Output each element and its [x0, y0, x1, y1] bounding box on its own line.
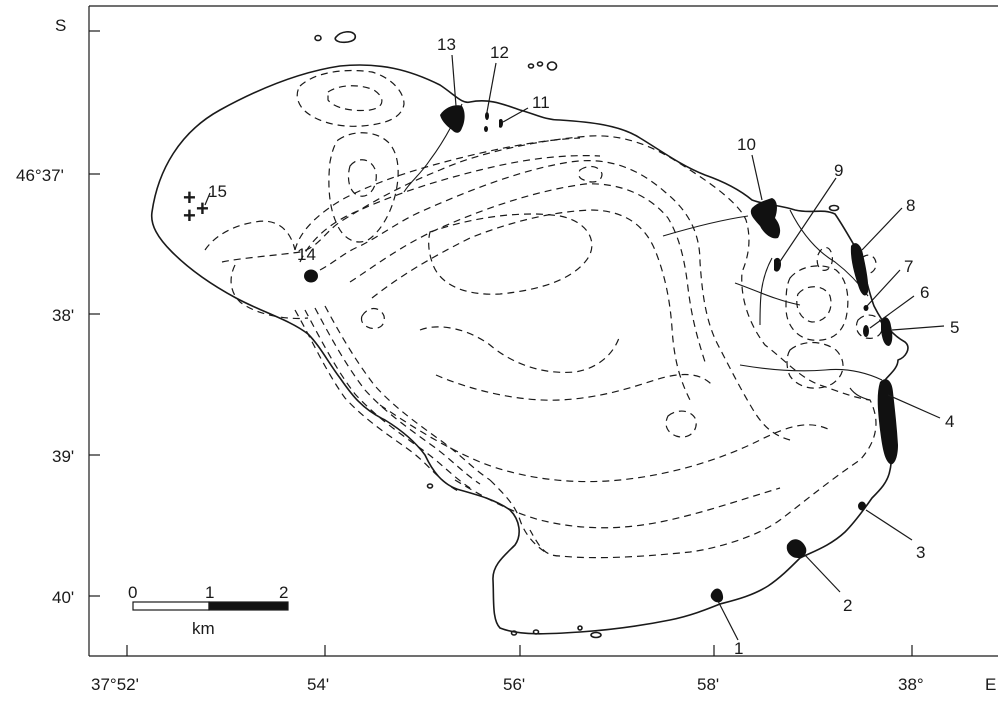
streams — [403, 103, 883, 401]
site-label-14: 14 — [297, 245, 316, 264]
site-label-4: 4 — [945, 412, 954, 431]
site-label-3: 3 — [916, 543, 925, 562]
island-coastline — [150, 64, 909, 635]
x-label-38deg: 38° — [898, 675, 924, 694]
site-14-shape — [304, 269, 318, 283]
site-15-cross-3: + — [183, 203, 196, 228]
scale-tick-2: 2 — [279, 583, 288, 602]
y-label-37: 46°37' — [16, 166, 64, 185]
site-label-15: 15 — [208, 182, 227, 201]
x-axis-ticks — [126, 645, 913, 656]
site-8-shape — [850, 243, 869, 296]
site-shapes — [304, 105, 898, 603]
site-9-shape — [774, 257, 781, 272]
site-label-10: 10 — [737, 135, 756, 154]
y-axis-ticks — [89, 30, 100, 597]
y-label-40: 40' — [52, 588, 74, 607]
x-label-e: E — [985, 675, 996, 694]
site-label-5: 5 — [950, 318, 959, 337]
site-15-markers: + + + — [183, 185, 209, 228]
site-6-shape — [863, 325, 869, 337]
y-label-38: 38' — [52, 306, 74, 325]
site-7-shape — [863, 305, 869, 311]
site-label-13: 13 — [437, 35, 456, 54]
site-12-shape-b — [484, 126, 488, 132]
scale-tick-1: 1 — [205, 583, 214, 602]
site-label-1: 1 — [734, 639, 743, 658]
site-label-8: 8 — [906, 196, 915, 215]
site-11-shape — [499, 119, 503, 128]
site-label-12: 12 — [490, 43, 509, 62]
x-label-58: 58' — [697, 675, 719, 694]
y-label-39: 39' — [52, 447, 74, 466]
site-label-6: 6 — [920, 283, 929, 302]
site-12-shape-a — [485, 112, 489, 120]
site-1-shape — [710, 588, 724, 603]
site-labels: 1 2 3 4 5 6 7 8 9 10 11 12 13 14 15 — [208, 35, 959, 658]
site-4-shape — [877, 379, 898, 465]
x-label-54: 54' — [307, 675, 329, 694]
site-label-9: 9 — [834, 161, 843, 180]
y-label-s: S — [55, 16, 66, 35]
site-label-7: 7 — [904, 257, 913, 276]
map-frame — [88, 5, 998, 657]
site-10-shape — [750, 198, 781, 239]
site-13-shape — [440, 105, 465, 133]
site-label-2: 2 — [843, 596, 852, 615]
islets — [314, 31, 840, 639]
site-15-cross-1: + — [183, 185, 196, 210]
contours — [204, 69, 883, 559]
site-5-shape — [881, 317, 893, 346]
site-2-shape — [786, 539, 807, 558]
x-label-52: 37°52' — [91, 675, 139, 694]
site-label-11: 11 — [532, 93, 550, 112]
scale-tick-0: 0 — [128, 583, 137, 602]
x-label-56: 56' — [503, 675, 525, 694]
x-axis-labels: 37°52' 54' 56' 58' 38° E — [91, 675, 996, 694]
scale-bar: 0 1 2 km — [128, 583, 289, 638]
y-axis-labels: S 46°37' 38' 39' 40' — [16, 16, 74, 607]
site-3-shape — [858, 501, 866, 511]
scale-unit: km — [192, 619, 215, 638]
leader-lines — [204, 54, 945, 641]
